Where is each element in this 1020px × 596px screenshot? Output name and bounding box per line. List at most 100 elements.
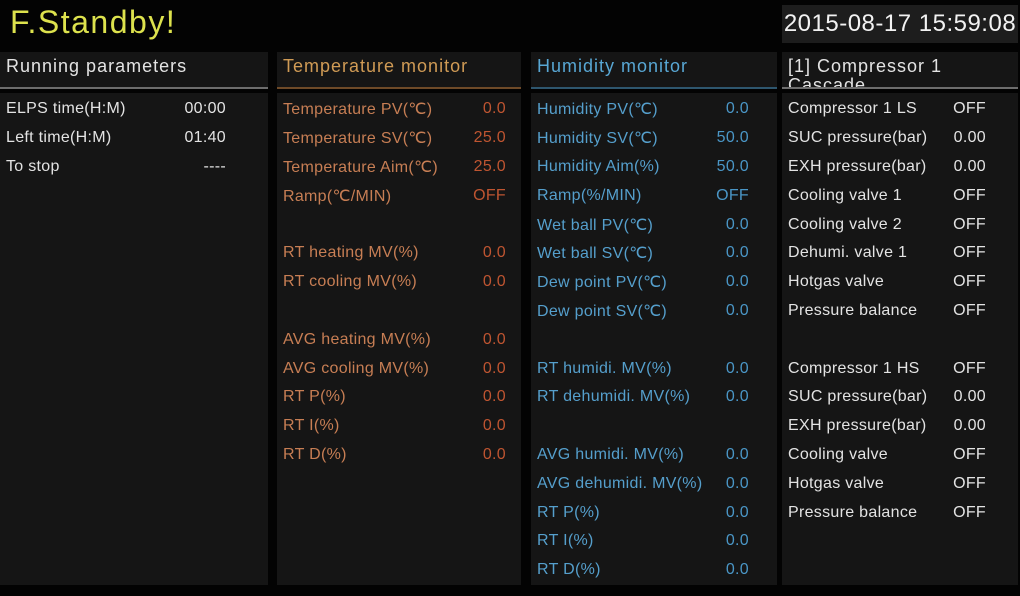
- row-value: 0.00: [953, 157, 986, 175]
- row-spacer: [782, 325, 1018, 354]
- row-label: Dehumi. valve 1: [788, 244, 908, 262]
- row-value: ----: [203, 157, 226, 175]
- data-row: RT dehumidi. MV(%) 0.0: [531, 383, 777, 412]
- row-label: RT cooling MV(%): [283, 273, 418, 291]
- row-value: 0.0: [725, 359, 749, 377]
- data-row: RT humidi. MV(%) 0.0: [531, 354, 777, 383]
- data-row: To stop ----: [0, 153, 268, 182]
- panel-compressor-1-title: [1] Compressor 1 Cascade: [782, 52, 1018, 89]
- panel-temperature-monitor: Temperature monitor Temperature PV(℃) 0.0…: [277, 52, 521, 585]
- data-row: Hotgas valve OFF: [782, 268, 1018, 297]
- row-value: OFF: [953, 359, 986, 377]
- panel-humidity-monitor: Humidity monitor Humidity PV(℃) 0.0 Humidi…: [531, 52, 777, 585]
- row-value: OFF: [953, 503, 986, 521]
- panel-temperature-monitor-body: Temperature PV(℃) 0.0 Temperature SV(℃) 25.…: [277, 93, 521, 585]
- data-row: Humidity SV(℃) 50.0: [531, 124, 777, 153]
- data-row: Temperature PV(℃) 0.0: [277, 95, 521, 124]
- row-value: OFF: [953, 100, 986, 118]
- data-row: SUC pressure(bar) 0.00: [782, 124, 1018, 153]
- data-row: Ramp(%/MIN) OFF: [531, 181, 777, 210]
- data-row: Cooling valve OFF: [782, 441, 1018, 470]
- row-value: 0.0: [725, 388, 749, 406]
- row-label: Compressor 1 HS: [788, 359, 920, 377]
- row-value: 0.0: [725, 244, 749, 262]
- row-label: Humidity PV(℃): [537, 101, 658, 119]
- row-value: 0.0: [482, 445, 506, 463]
- data-row: Ramp(℃/MIN) OFF: [277, 181, 521, 210]
- data-row: EXH pressure(bar) 0.00: [782, 153, 1018, 182]
- row-label: Dew point PV(℃): [537, 274, 668, 292]
- row-label: Humidity Aim(%): [537, 157, 660, 175]
- row-label: AVG heating MV(%): [283, 330, 431, 348]
- row-label: Cooling valve: [788, 445, 888, 463]
- row-label: Humidity SV(℃): [537, 130, 658, 148]
- data-row: Temperature Aim(℃) 25.0: [277, 153, 521, 182]
- row-label: AVG humidi. MV(%): [537, 445, 685, 463]
- row-label: RT P(%): [537, 503, 600, 521]
- row-value: 0.0: [725, 100, 749, 118]
- row-value: OFF: [716, 186, 749, 204]
- row-spacer: [531, 325, 777, 354]
- row-label: RT dehumidi. MV(%): [537, 388, 691, 406]
- data-row: Wet ball SV(℃) 0.0: [531, 239, 777, 268]
- data-row: RT I(%) 0.0: [531, 527, 777, 556]
- row-label: EXH pressure(bar): [788, 417, 927, 435]
- row-value: 0.00: [953, 417, 986, 435]
- row-value: 01:40: [184, 129, 226, 147]
- data-row: RT P(%) 0.0: [277, 383, 521, 412]
- panel-title-line1: Running parameters: [6, 56, 188, 76]
- data-row: RT cooling MV(%) 0.0: [277, 268, 521, 297]
- data-row: Dew point SV(℃) 0.0: [531, 297, 777, 326]
- panel-title-line1: Temperature monitor: [283, 56, 469, 76]
- panel-title-line2: Cascade: [788, 75, 867, 89]
- row-spacer: [277, 297, 521, 326]
- row-value: 0.00: [953, 388, 986, 406]
- row-value: 0.0: [482, 359, 506, 377]
- row-value: 25.0: [473, 157, 506, 175]
- datetime-display: 2015-08-17 15:59:08: [782, 5, 1018, 43]
- row-label: Compressor 1 LS: [788, 100, 917, 118]
- row-label: AVG dehumidi. MV(%): [537, 474, 703, 492]
- row-value: 0.0: [725, 532, 749, 550]
- row-value: 0.0: [482, 100, 506, 118]
- row-label: Ramp(℃/MIN): [283, 187, 392, 205]
- row-label: To stop: [6, 157, 60, 175]
- data-row: Dehumi. valve 1 OFF: [782, 239, 1018, 268]
- data-row: Cooling valve 1 OFF: [782, 181, 1018, 210]
- data-row: Wet ball PV(℃) 0.0: [531, 210, 777, 239]
- row-label: RT D(%): [283, 445, 347, 463]
- data-row: SUC pressure(bar) 0.00: [782, 383, 1018, 412]
- row-label: Temperature PV(℃): [283, 101, 433, 119]
- row-value: 0.00: [953, 129, 986, 147]
- data-row: Pressure balance OFF: [782, 297, 1018, 326]
- panel-running-parameters-title: Running parameters: [0, 52, 268, 89]
- row-label: RT P(%): [283, 388, 346, 406]
- row-value: OFF: [953, 244, 986, 262]
- row-value: 25.0: [473, 129, 506, 147]
- row-value: 0.0: [482, 244, 506, 262]
- row-label: Pressure balance: [788, 301, 918, 319]
- panel-title-line1: Humidity monitor: [537, 56, 689, 76]
- row-value: 00:00: [184, 100, 226, 118]
- row-value: OFF: [953, 273, 986, 291]
- status-title: F.Standby!: [10, 4, 177, 40]
- row-label: Ramp(%/MIN): [537, 186, 642, 204]
- data-row: Humidity Aim(%) 50.0: [531, 153, 777, 182]
- data-row: Dew point PV(℃) 0.0: [531, 268, 777, 297]
- row-label: EXH pressure(bar): [788, 157, 927, 175]
- row-value: OFF: [473, 186, 506, 204]
- row-value: 0.0: [725, 474, 749, 492]
- row-value: 0.0: [725, 445, 749, 463]
- row-label: Wet ball SV(℃): [537, 245, 654, 263]
- row-label: Pressure balance: [788, 503, 918, 521]
- row-value: OFF: [953, 215, 986, 233]
- row-label: Temperature Aim(℃): [283, 158, 438, 176]
- data-row: RT P(%) 0.0: [531, 498, 777, 527]
- data-row: Pressure balance OFF: [782, 498, 1018, 527]
- row-value: 50.0: [716, 129, 749, 147]
- row-value: 0.0: [725, 561, 749, 579]
- data-row: AVG heating MV(%) 0.0: [277, 325, 521, 354]
- row-label: AVG cooling MV(%): [283, 359, 430, 377]
- row-label: SUC pressure(bar): [788, 388, 928, 406]
- row-value: OFF: [953, 186, 986, 204]
